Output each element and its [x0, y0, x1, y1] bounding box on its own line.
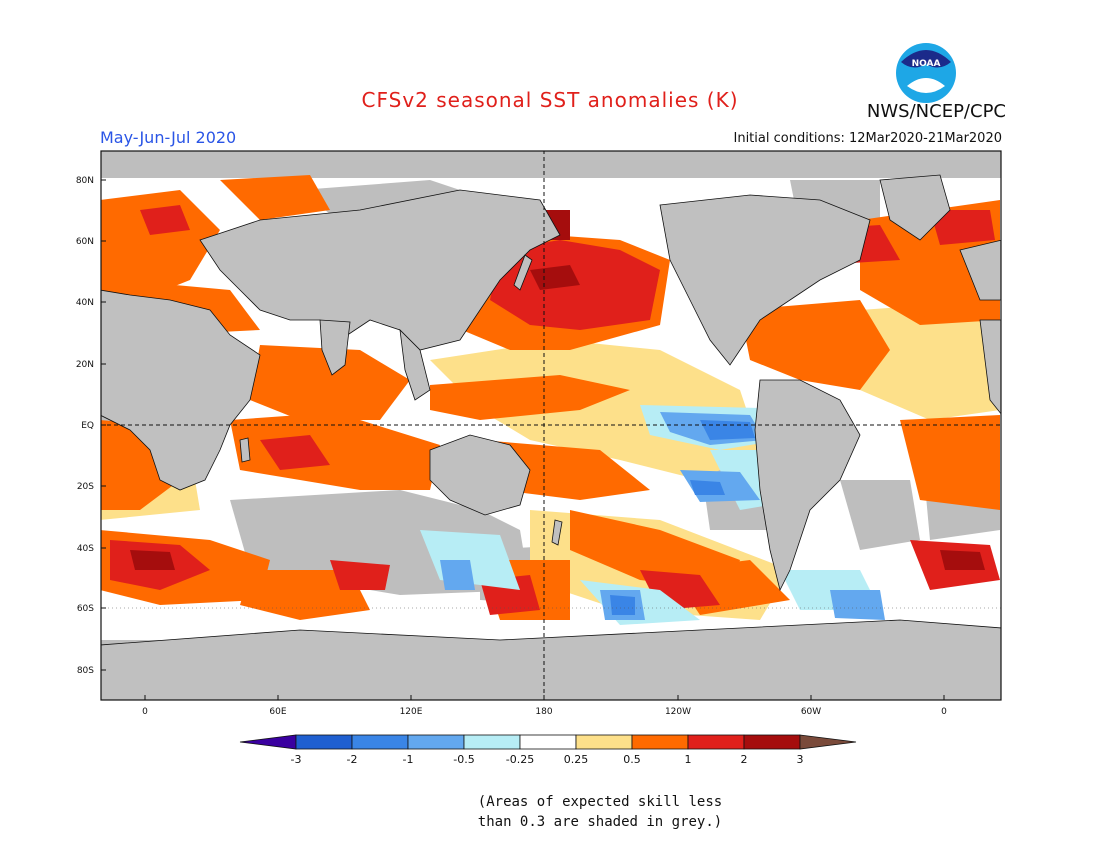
color-scale-segment [351, 734, 409, 750]
sst-anomaly-map [100, 150, 1002, 701]
lon-label: 60E [269, 707, 286, 717]
color-scale-segment [575, 734, 633, 750]
latitude-axis: 80N 60N 40N 20N EQ 20S 40S 60S 80S [76, 176, 94, 676]
color-scale-arrow-low [239, 734, 297, 750]
axis-ticks [101, 179, 945, 700]
color-scale-segment [463, 734, 521, 750]
color-scale-segment [407, 734, 465, 750]
skill-note-line-1: (Areas of expected skill less [477, 794, 723, 810]
longitude-axis: 0 60E 120E 180 120W 60W 0 [142, 707, 947, 717]
lon-label: 60W [801, 707, 821, 717]
color-scale-label: -1 [403, 753, 414, 766]
color-scale-segment [743, 734, 801, 750]
lat-label: EQ [81, 421, 94, 431]
noaa-logo: NOAA [895, 42, 957, 108]
land-masses [101, 174, 1001, 700]
color-scale-label: -0.25 [506, 753, 534, 766]
color-scale-label: -0.5 [453, 753, 474, 766]
color-scale-label: -3 [291, 753, 302, 766]
color-scale-segment [631, 734, 689, 750]
lat-label: 20N [76, 360, 94, 370]
skill-note: (Areas of expected skill less than 0.3 a… [440, 792, 760, 832]
color-scale-segment [519, 734, 577, 750]
color-scale-labels: -3 -2 -1 -0.5 -0.25 0.25 0.5 1 2 3 [291, 753, 804, 766]
logo-text: NOAA [912, 59, 941, 69]
lon-label: 180 [535, 707, 552, 717]
color-scale-label: 1 [685, 753, 692, 766]
lat-label: 80S [77, 666, 94, 676]
map-title: CFSv2 seasonal SST anomalies (K) [361, 88, 739, 112]
color-scale-label: 0.25 [564, 753, 589, 766]
color-scale-arrow-high [799, 734, 857, 750]
color-scale-label: -2 [347, 753, 358, 766]
lat-label: 60N [76, 237, 94, 247]
color-scale-segments [239, 734, 857, 750]
lat-label: 40S [77, 544, 94, 554]
color-scale-bar: -3 -2 -1 -0.5 -0.25 0.25 0.5 1 2 3 [239, 734, 857, 766]
lon-label: 120W [665, 707, 691, 717]
color-scale-label: 0.5 [623, 753, 641, 766]
color-scale-segment [295, 734, 353, 750]
color-scale-label: 2 [741, 753, 748, 766]
anomaly-strong-cool [610, 420, 755, 615]
skill-note-line-2: than 0.3 are shaded in grey.) [477, 814, 723, 830]
season-label: May-Jun-Jul 2020 [100, 128, 237, 147]
color-scale-label: 3 [797, 753, 804, 766]
lat-label: 20S [77, 482, 94, 492]
lon-label: 120E [400, 707, 423, 717]
color-scale-segment [687, 734, 745, 750]
lat-label: 80N [76, 176, 94, 186]
initial-conditions: Initial conditions: 12Mar2020-21Mar2020 [733, 131, 1003, 146]
lon-label: 0 [941, 707, 947, 717]
agency-label: NWS/NCEP/CPC [866, 101, 1006, 122]
lon-label: 0 [142, 707, 148, 717]
lat-label: 40N [76, 298, 94, 308]
lat-label: 60S [77, 604, 94, 614]
